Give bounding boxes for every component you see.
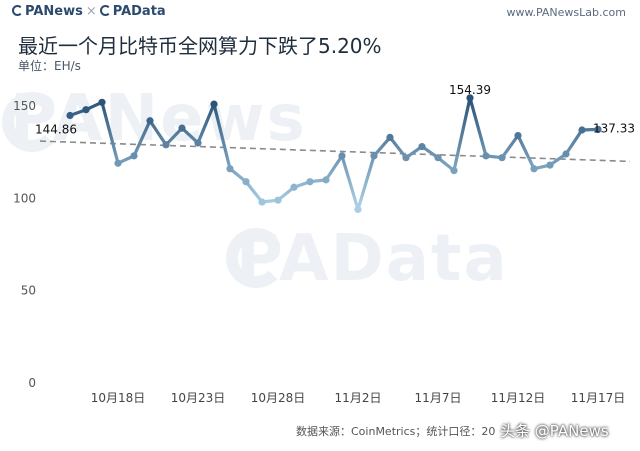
watermark-padata: PAData — [236, 222, 509, 296]
data-point — [146, 117, 154, 125]
y-tick-label: 100 — [13, 191, 36, 205]
chart-title: 最近一个月比特币全网算力下跌了5.20% — [18, 34, 382, 58]
data-point — [562, 150, 570, 158]
series-line — [69, 96, 599, 211]
data-label: 137.33 — [593, 121, 635, 135]
data-point — [482, 152, 490, 160]
data-point — [402, 154, 410, 162]
top-bar: PANews × PAData www.PANewsLab.com — [0, 0, 640, 24]
x-tick-label: 11月12日 — [491, 391, 546, 405]
x-tick-label: 10月23日 — [171, 391, 226, 405]
data-point — [114, 159, 122, 167]
data-point — [370, 152, 378, 160]
data-point — [418, 143, 426, 151]
data-point — [450, 167, 458, 175]
brand-primary: PANews — [25, 4, 83, 19]
data-point — [178, 124, 186, 132]
brand-secondary: PAData — [112, 4, 166, 19]
data-point — [162, 141, 170, 149]
data-point — [386, 133, 394, 141]
x-tick-label: 10月28日 — [251, 391, 306, 405]
data-point — [290, 183, 298, 191]
corner-watermark: 头条 @PANews — [500, 422, 609, 440]
data-point — [242, 178, 250, 186]
y-tick-label: 50 — [21, 284, 36, 298]
data-point — [498, 154, 506, 162]
x-tick-label: 10月18日 — [91, 391, 146, 405]
data-point — [306, 178, 314, 186]
x-tick-label: 11月2日 — [335, 391, 382, 405]
x-tick-label: 11月17日 — [571, 391, 626, 405]
data-point — [514, 131, 522, 140]
data-point — [274, 196, 282, 204]
site-url: www.PANewsLab.com — [506, 6, 627, 19]
brand: PANews × PAData — [12, 4, 166, 19]
data-point — [338, 152, 346, 160]
y-tick-label: 0 — [28, 376, 36, 390]
unit-label: 单位：EH/s — [18, 59, 81, 73]
trend-line — [39, 140, 631, 163]
data-label: 144.86 — [35, 122, 77, 136]
data-point — [466, 94, 474, 102]
data-point — [530, 165, 538, 173]
watermark-panews: PANews — [10, 82, 307, 156]
data-point — [82, 106, 90, 114]
data-point — [98, 98, 106, 106]
data-label: 154.39 — [449, 83, 491, 97]
data-point — [546, 161, 554, 169]
brand-separator: × — [85, 4, 97, 19]
x-tick-label: 11月7日 — [415, 391, 462, 405]
data-point — [194, 139, 202, 147]
data-source: 数据来源：CoinMetrics；统计口径：20 — [296, 425, 496, 438]
data-point — [322, 176, 330, 184]
padata-logo-icon — [99, 5, 111, 16]
data-point — [434, 154, 442, 162]
y-tick-label: 150 — [13, 99, 36, 113]
data-point — [130, 152, 138, 160]
data-point — [66, 111, 74, 120]
data-point — [578, 126, 586, 134]
data-point — [354, 205, 362, 214]
data-point — [226, 165, 234, 173]
data-point — [210, 100, 218, 108]
panews-logo-icon — [12, 5, 23, 16]
data-point — [594, 125, 602, 133]
data-point — [258, 198, 266, 206]
